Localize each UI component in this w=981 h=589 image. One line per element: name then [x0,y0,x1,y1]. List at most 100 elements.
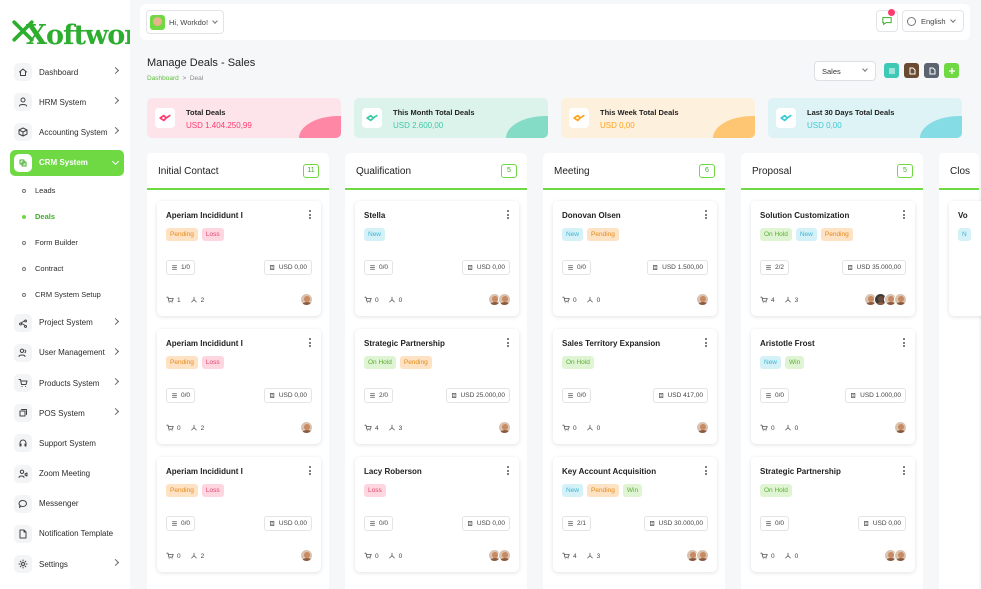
user-menu[interactable]: Hi, Workdo! [146,10,224,34]
deal-badges: Pending Loss [166,356,224,369]
status-badge: New [562,484,584,497]
sidebar-subitem-leads[interactable]: Leads [10,178,124,204]
deal-card[interactable]: Lacy Roberson Loss 0/0 USD 0,00 0 0 [355,457,519,572]
deal-title[interactable]: Aperiam Incididunt I [166,467,243,476]
sidebar-item-products-system[interactable]: Products System [10,368,124,398]
avatar[interactable] [874,293,887,306]
deal-title[interactable]: Strategic Partnership [760,467,841,476]
sidebar-item-accounting-system[interactable]: Accounting System [10,117,124,147]
deal-card[interactable]: Aperiam Incididunt I Pending Loss 0/0 USD 0,… [157,329,321,444]
sidebar-item-hrm-system[interactable]: HRM System [10,87,124,117]
kanban-board: Initial Contact 11 Aperiam Incididunt I Pen… [147,153,981,589]
deal-title[interactable]: Sales Territory Expansion [562,339,661,348]
sidebar-subitem-form-builder[interactable]: Form Builder [10,230,124,256]
avatar[interactable] [696,549,709,562]
chevron-right-icon [111,66,120,75]
avatar[interactable] [696,421,709,434]
deal-card[interactable]: Strategic Partnership On Hold Pending 2/0 US… [355,329,519,444]
sidebar-item-support-system[interactable]: Support System [10,428,124,458]
more-options-icon[interactable] [309,338,312,348]
more-options-icon[interactable] [309,466,312,476]
sidebar-subitem-crm-system-setup[interactable]: CRM System Setup [10,282,124,308]
deal-title[interactable]: Vo [958,211,968,220]
status-badge: Pending [166,356,198,369]
more-options-icon[interactable] [705,210,708,220]
status-badge: Win [785,356,805,369]
sidebar-item-zoom-meeting[interactable]: Zoom Meeting [10,459,124,489]
deal-title[interactable]: Aperiam Incididunt I [166,339,243,348]
deal-title[interactable]: Donovan Olsen [562,211,621,220]
avatar[interactable] [300,549,313,562]
avatar[interactable] [300,421,313,434]
breadcrumb-home[interactable]: Dashboard [147,75,179,82]
price-pill: USD 1.500,00 [647,260,708,275]
sidebar-item-user-management[interactable]: User Management [10,338,124,368]
list-view-button[interactable] [884,63,899,78]
more-options-icon[interactable] [507,210,510,220]
sidebar-item-label: HRM System [39,97,87,107]
status-badge: New [364,228,386,241]
deal-card[interactable]: Key Account Acquisition New Pending Win 2/1 U… [553,457,717,572]
pipeline-select[interactable]: Sales [814,61,876,81]
price-pill: USD 1.000,00 [845,388,906,403]
deal-title[interactable]: Lacy Roberson [364,467,422,476]
sidebar-item-messenger[interactable]: Messenger [10,489,124,519]
deal-card[interactable]: Aristotle Frost New Win 0/0 USD 1.000,00 0 0 [751,329,915,444]
deal-card[interactable]: Sales Territory Expansion On Hold 0/0 USD 4… [553,329,717,444]
more-options-icon[interactable] [507,338,510,348]
deal-title[interactable]: Aperiam Incididunt I [166,211,243,220]
logo[interactable]: Xoftwork [12,10,156,52]
messages-button[interactable] [876,9,898,32]
more-options-icon[interactable] [705,338,708,348]
sidebar-item-pos-system[interactable]: POS System [10,398,124,428]
sidebar-item-notification-template[interactable]: Notification Template [10,519,124,549]
tasks-count: 0/0 [181,392,191,399]
more-options-icon[interactable] [903,210,906,220]
deal-card[interactable]: Stella New 0/0 USD 0,00 0 0 [355,201,519,316]
bullet-icon [22,292,26,297]
more-options-icon[interactable] [705,466,708,476]
deal-title[interactable]: Solution Customization [760,211,850,220]
avatar[interactable] [884,549,897,562]
avatar[interactable] [894,421,907,434]
more-options-icon[interactable] [309,210,312,220]
avatar[interactable] [498,421,511,434]
sidebar-item-dashboard[interactable]: Dashboard [10,57,124,87]
import-button[interactable] [924,63,939,78]
deal-card[interactable]: Strategic Partnership On Hold 0/0 USD 0,00 0… [751,457,915,572]
export-button[interactable] [904,63,919,78]
deal-title[interactable]: Stella [364,211,386,220]
language-selector[interactable]: English [902,10,964,32]
deal-title[interactable]: Strategic Partnership [364,339,445,348]
avatar[interactable] [498,549,511,562]
avatar[interactable] [498,293,511,306]
avatar[interactable] [894,549,907,562]
sidebar-subitem-deals[interactable]: Deals [10,204,124,230]
deal-title[interactable]: Key Account Acquisition [562,467,657,476]
more-options-icon[interactable] [507,466,510,476]
list-icon [888,68,895,73]
products-count: 0 [771,552,775,560]
status-badge: Win [622,484,643,497]
deal-card[interactable]: Vo N [949,201,981,316]
deal-card[interactable]: Aperiam Incididunt I Pending Loss 0/0 USD 0,… [157,457,321,572]
sidebar-item-settings[interactable]: Settings [10,549,124,579]
add-deal-button[interactable] [944,63,959,78]
sidebar-item-project-system[interactable]: Project System [10,308,124,338]
headset-icon-wrap [14,434,32,453]
stat-card: This Week Total Deals USD 0,00 [561,98,755,138]
avatar[interactable] [696,293,709,306]
deal-card[interactable]: Solution Customization On Hold New Pending 2… [751,201,915,316]
avatar[interactable] [894,293,907,306]
sidebar-item-crm-system[interactable]: CRM System [10,149,124,176]
avatar[interactable] [884,293,897,306]
deal-card[interactable]: Donovan Olsen New Pending 0/0 USD 1.500,00 0 0 [553,201,717,316]
sidebar-subitem-contract[interactable]: Contract [10,256,124,282]
more-options-icon[interactable] [903,466,906,476]
deal-title[interactable]: Aristotle Frost [760,339,815,348]
avatar[interactable] [300,293,313,306]
more-options-icon[interactable] [903,338,906,348]
deal-card[interactable]: Aperiam Incididunt I Pending Loss 1/0 USD 0,… [157,201,321,316]
